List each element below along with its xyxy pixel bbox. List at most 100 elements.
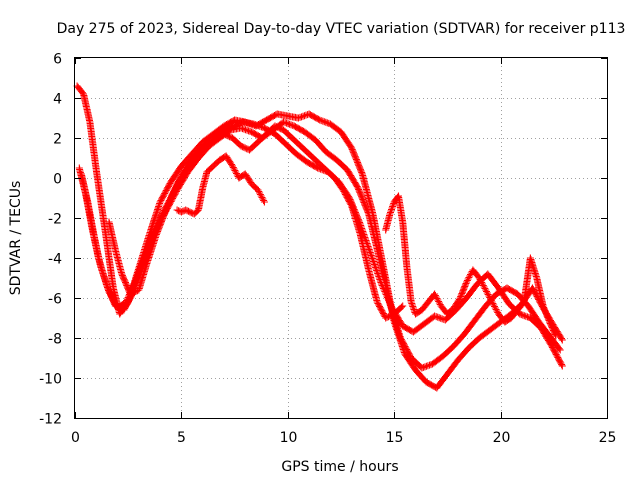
data-point (162, 187, 170, 195)
data-point (553, 352, 561, 360)
data-point (342, 192, 350, 200)
data-point (243, 126, 251, 134)
data-point (481, 285, 489, 292)
data-point (360, 198, 368, 206)
data-point (160, 191, 168, 199)
data-point (386, 210, 394, 218)
plot-frame (74, 57, 608, 419)
data-point (558, 336, 566, 344)
data-point (121, 277, 129, 285)
data-point (160, 212, 168, 219)
data-point (558, 335, 565, 343)
data-point (358, 193, 366, 201)
data-point (283, 119, 291, 127)
data-point (485, 292, 493, 300)
data-point (348, 145, 356, 153)
data-point (165, 199, 173, 207)
data-point (383, 292, 391, 300)
data-point (230, 165, 238, 173)
data-point (171, 186, 179, 193)
y-tick-label: 0 (53, 172, 62, 188)
data-point (373, 298, 381, 306)
x-tick-label: 20 (493, 430, 511, 446)
data-point (229, 162, 236, 170)
data-point (556, 346, 564, 354)
data-point (254, 122, 262, 130)
data-point (435, 298, 443, 305)
data-point (405, 350, 413, 358)
data-point (231, 167, 239, 174)
data-point (110, 297, 118, 305)
data-point (160, 210, 168, 218)
data-point (256, 189, 264, 197)
data-point (135, 268, 143, 276)
data-point (129, 282, 137, 289)
data-point (172, 184, 180, 192)
data-point (489, 300, 497, 307)
data-point (232, 121, 239, 129)
data-point (482, 286, 490, 294)
data-point (434, 313, 442, 321)
data-point (260, 197, 268, 204)
data-point (371, 262, 379, 270)
data-point (346, 199, 354, 207)
data-point (257, 192, 265, 200)
y-tick-label: -2 (48, 212, 62, 228)
data-point (378, 307, 386, 315)
data-point (156, 222, 164, 230)
data-point (431, 292, 439, 299)
data-point (375, 301, 383, 309)
data-point (382, 291, 390, 298)
data-point (491, 304, 499, 312)
data-point (398, 303, 405, 311)
data-point (522, 312, 530, 320)
data-point (349, 148, 357, 156)
data-point (558, 361, 566, 369)
data-point (314, 164, 322, 172)
data-point (387, 303, 395, 310)
data-point (557, 359, 565, 367)
data-point (355, 161, 363, 169)
data-point (108, 294, 116, 302)
data-point (153, 229, 161, 237)
data-point (379, 308, 387, 316)
data-point (376, 276, 384, 283)
data-point (483, 288, 490, 295)
data-point (352, 154, 360, 162)
data-point (386, 300, 394, 307)
data-point (105, 288, 113, 296)
data-point (165, 182, 172, 190)
data-point (479, 280, 486, 288)
data-point (131, 277, 139, 285)
data-point (361, 201, 369, 209)
data-point (161, 188, 169, 196)
data-point (432, 293, 440, 301)
data-point (389, 201, 397, 209)
data-point (133, 273, 141, 280)
data-point (383, 294, 391, 301)
data-point (341, 189, 349, 197)
data-point (152, 231, 160, 238)
data-point (159, 213, 167, 221)
data-point (466, 272, 474, 280)
data-point (175, 178, 183, 186)
data-point (229, 122, 236, 130)
data-point (132, 276, 140, 283)
data-point (487, 295, 494, 303)
data-point (459, 288, 466, 296)
data-point (542, 308, 549, 316)
data-point (385, 313, 392, 321)
data-point (168, 191, 176, 199)
data-point (379, 283, 387, 291)
y-axis-label: SDTVAR / TECUs (8, 181, 24, 296)
data-point (155, 225, 163, 233)
data-point (359, 197, 367, 205)
data-point (157, 197, 165, 205)
data-point (551, 331, 559, 339)
data-point (484, 291, 492, 298)
data-point (486, 294, 494, 301)
data-point (406, 351, 414, 359)
data-point (341, 190, 349, 198)
data-point (463, 278, 471, 286)
data-point (478, 279, 486, 286)
